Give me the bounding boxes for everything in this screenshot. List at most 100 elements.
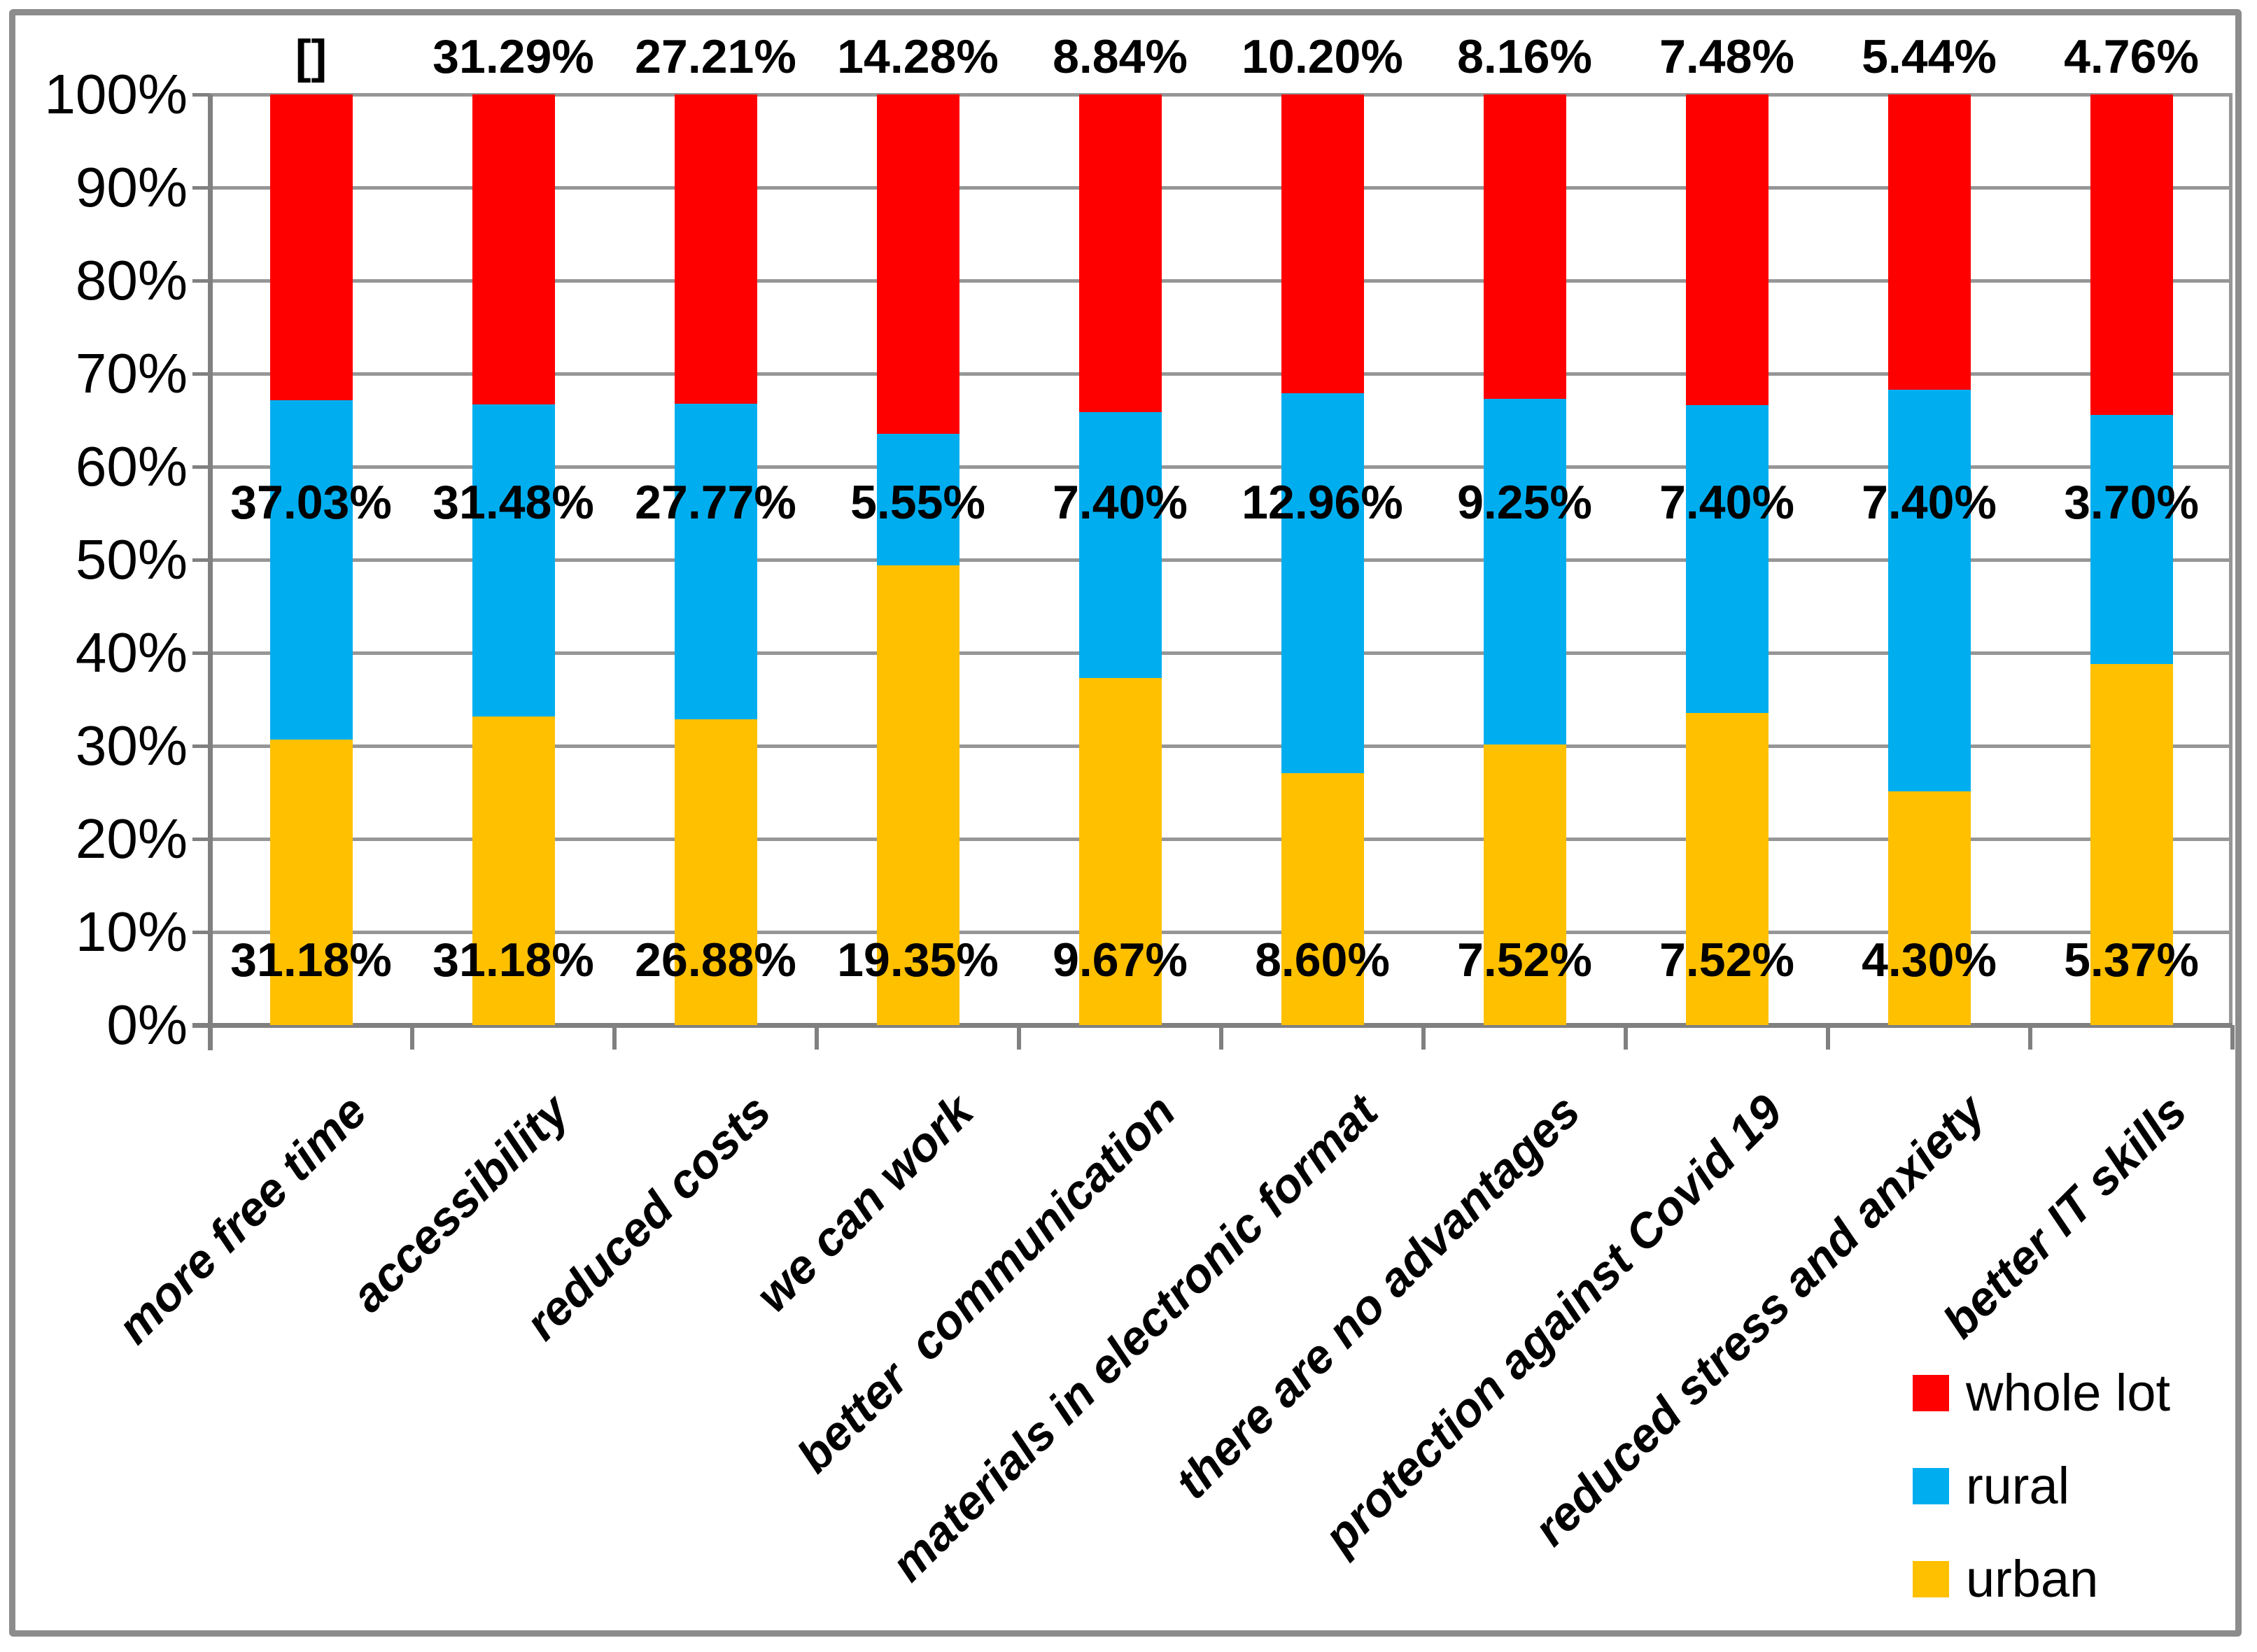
y-axis-tick-label-30: 30% bbox=[75, 714, 188, 777]
data-label-rural-3: 5.55% bbox=[850, 476, 985, 529]
bar-0 bbox=[269, 94, 353, 1025]
data-label-urban-7: 7.52% bbox=[1659, 933, 1794, 987]
data-label-rural-9: 3.70% bbox=[2064, 476, 2199, 529]
plot-right-border bbox=[2229, 94, 2233, 1025]
data-label-whole-lot-9: 4.76% bbox=[2064, 30, 2199, 83]
bar-segment-urban-9 bbox=[2090, 663, 2173, 1025]
x-axis-tick-4 bbox=[1017, 1025, 1021, 1050]
data-label-urban-6: 7.52% bbox=[1457, 933, 1592, 987]
bar-segment-whole-lot-4 bbox=[1078, 94, 1162, 412]
bar-segment-rural-0 bbox=[269, 400, 353, 740]
data-label-whole-lot-5: 10.20% bbox=[1242, 30, 1403, 83]
bar-6 bbox=[1483, 94, 1566, 1025]
x-axis-tick-0 bbox=[208, 1025, 212, 1050]
gridline-20 bbox=[210, 837, 2233, 841]
bar-4 bbox=[1078, 94, 1162, 1025]
data-label-whole-lot-2: 27.21% bbox=[635, 30, 796, 83]
bar-8 bbox=[1887, 94, 1971, 1025]
y-axis-tick-60 bbox=[192, 465, 210, 469]
bar-segment-whole-lot-8 bbox=[1887, 94, 1971, 390]
bar-segment-whole-lot-3 bbox=[876, 94, 959, 434]
y-axis-tick-label-100: 100% bbox=[44, 63, 188, 125]
legend-label-urban: urban bbox=[1966, 1550, 2099, 1608]
legend: whole lot rural urban bbox=[1913, 1362, 2221, 1614]
gridline-60 bbox=[210, 465, 2233, 469]
bar-segment-urban-6 bbox=[1483, 744, 1566, 1025]
bar-segment-whole-lot-2 bbox=[674, 94, 757, 404]
data-label-whole-lot-7: 7.48% bbox=[1659, 30, 1794, 83]
bar-segment-urban-3 bbox=[876, 565, 959, 1025]
data-label-whole-lot-3: 14.28% bbox=[837, 30, 999, 83]
bar-segment-whole-lot-1 bbox=[472, 94, 555, 404]
bar-segment-rural-9 bbox=[2090, 414, 2173, 664]
legend-swatch-rural bbox=[1913, 1468, 1949, 1504]
y-axis-tick-90 bbox=[192, 185, 210, 190]
data-label-whole-lot-0: [] bbox=[295, 30, 328, 83]
gridline-100 bbox=[210, 92, 2233, 97]
data-label-rural-8: 7.40% bbox=[1862, 476, 1997, 529]
bar-segment-urban-4 bbox=[1078, 677, 1162, 1025]
data-label-whole-lot-6: 8.16% bbox=[1457, 30, 1592, 83]
bar-segment-whole-lot-7 bbox=[1685, 94, 1769, 406]
bar-segment-rural-7 bbox=[1685, 405, 1769, 713]
data-label-urban-0: 31.18% bbox=[230, 933, 392, 987]
x-axis-tick-2 bbox=[612, 1025, 617, 1050]
y-axis-tick-70 bbox=[192, 372, 210, 376]
x-axis-tick-6 bbox=[1421, 1025, 1426, 1050]
bar-2 bbox=[674, 94, 757, 1025]
x-axis-tick-5 bbox=[1219, 1025, 1223, 1050]
data-label-urban-2: 26.88% bbox=[635, 933, 796, 987]
bar-segment-urban-5 bbox=[1281, 772, 1364, 1025]
x-axis-tick-1 bbox=[410, 1025, 414, 1050]
x-axis-tick-8 bbox=[1826, 1025, 1830, 1050]
x-axis-line bbox=[192, 1023, 2233, 1028]
y-axis-tick-100 bbox=[192, 92, 210, 97]
legend-label-rural: rural bbox=[1966, 1457, 2070, 1515]
y-axis-tick-label-60: 60% bbox=[75, 435, 188, 497]
y-axis-tick-label-80: 80% bbox=[75, 249, 188, 311]
x-axis-tick-10 bbox=[2230, 1025, 2235, 1050]
bar-segment-whole-lot-0 bbox=[269, 94, 353, 400]
gridline-80 bbox=[210, 278, 2233, 283]
gridline-30 bbox=[210, 744, 2233, 748]
bar-9 bbox=[2090, 94, 2173, 1025]
bar-segment-urban-1 bbox=[472, 716, 555, 1025]
y-axis-tick-label-40: 40% bbox=[75, 621, 188, 684]
y-axis-tick-40 bbox=[192, 651, 210, 655]
gridline-90 bbox=[210, 185, 2233, 190]
y-axis-tick-label-70: 70% bbox=[75, 342, 188, 404]
y-axis-tick-label-90: 90% bbox=[75, 156, 188, 218]
bar-segment-rural-5 bbox=[1281, 393, 1364, 773]
x-axis-tick-7 bbox=[1624, 1025, 1628, 1050]
legend-swatch-whole-lot bbox=[1913, 1375, 1949, 1411]
bar-segment-rural-1 bbox=[472, 404, 555, 716]
bar-segment-rural-4 bbox=[1078, 411, 1162, 678]
data-label-whole-lot-4: 8.84% bbox=[1053, 30, 1188, 83]
bar-segment-rural-8 bbox=[1887, 390, 1971, 792]
y-axis-tick-label-0: 0% bbox=[106, 994, 188, 1056]
data-label-rural-1: 31.48% bbox=[433, 476, 594, 529]
y-axis-tick-30 bbox=[192, 744, 210, 748]
bar-segment-urban-7 bbox=[1685, 712, 1769, 1025]
data-label-rural-7: 7.40% bbox=[1659, 476, 1794, 529]
data-label-whole-lot-8: 5.44% bbox=[1862, 30, 1997, 83]
legend-item-rural: rural bbox=[1913, 1455, 2069, 1518]
data-label-rural-0: 37.03% bbox=[230, 476, 392, 529]
y-axis-tick-80 bbox=[192, 278, 210, 283]
bar-segment-rural-6 bbox=[1483, 399, 1566, 744]
data-label-whole-lot-1: 31.29% bbox=[433, 30, 594, 83]
data-label-urban-8: 4.30% bbox=[1862, 933, 1997, 987]
bar-segment-whole-lot-9 bbox=[2090, 94, 2173, 415]
data-label-rural-4: 7.40% bbox=[1053, 476, 1188, 529]
gridline-50 bbox=[210, 558, 2233, 562]
data-label-rural-5: 12.96% bbox=[1242, 476, 1403, 529]
bar-segment-urban-2 bbox=[674, 719, 757, 1025]
data-label-urban-9: 5.37% bbox=[2064, 933, 2199, 987]
y-axis-tick-label-50: 50% bbox=[75, 528, 188, 591]
y-axis-tick-10 bbox=[192, 930, 210, 934]
y-axis-tick-20 bbox=[192, 837, 210, 841]
y-axis-tick-50 bbox=[192, 558, 210, 562]
x-axis-tick-9 bbox=[2028, 1025, 2032, 1050]
bar-segment-whole-lot-5 bbox=[1281, 94, 1364, 394]
